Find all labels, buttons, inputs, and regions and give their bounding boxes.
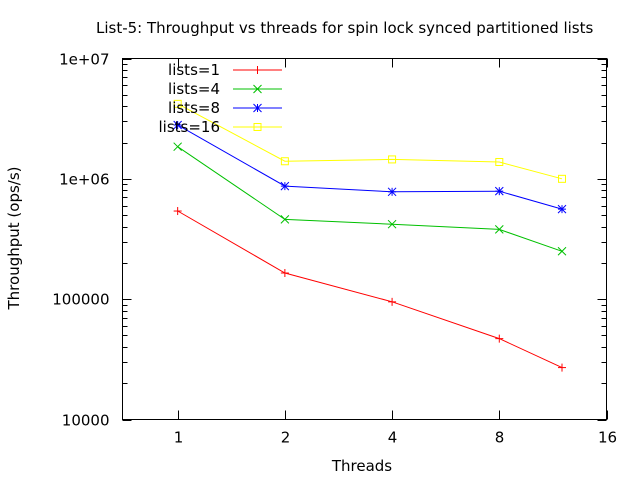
x-tick-label: 1 xyxy=(174,429,184,447)
data-point xyxy=(173,142,183,152)
series-line-lists-4 xyxy=(177,146,563,252)
x-axis-label: Threads xyxy=(331,457,392,475)
data-point xyxy=(387,187,397,197)
data-point xyxy=(557,204,567,214)
legend-label: lists=8 xyxy=(168,99,220,117)
y-tick-label: 10000 xyxy=(62,412,110,430)
legend-label: lists=16 xyxy=(158,118,220,136)
data-point xyxy=(557,246,567,256)
series-line-lists-1 xyxy=(177,210,563,369)
data-point xyxy=(173,120,183,130)
plot-frame xyxy=(122,58,607,420)
data-point xyxy=(173,99,182,108)
data-point xyxy=(494,225,504,234)
axis-ticks: 1 2 4 8 16 10000 100000 1e+06 1e+07 xyxy=(52,51,617,447)
series-layer xyxy=(173,99,567,372)
legend-entry: lists=1 xyxy=(168,61,282,79)
x-tick-label: 2 xyxy=(281,429,291,447)
data-point xyxy=(495,334,504,343)
data-point xyxy=(388,297,397,306)
y-tick-label: 1e+07 xyxy=(59,51,109,69)
legend-marker xyxy=(253,84,262,94)
data-point xyxy=(280,268,289,277)
legend-marker xyxy=(253,103,262,113)
data-point xyxy=(388,155,397,164)
y-tick-label: 1e+06 xyxy=(59,171,109,189)
x-tick-label: 8 xyxy=(495,429,505,447)
data-point xyxy=(558,174,567,183)
y-tick-label: 100000 xyxy=(52,291,109,309)
legend-entry: lists=16 xyxy=(158,118,282,136)
y-axis-label: Throughput (ops/s) xyxy=(5,167,23,311)
legend-label: lists=1 xyxy=(168,61,220,79)
legend-marker xyxy=(253,66,262,74)
data-point xyxy=(173,207,182,216)
data-point xyxy=(387,219,397,229)
data-point xyxy=(558,363,567,372)
data-point xyxy=(280,181,290,191)
data-point xyxy=(494,186,504,196)
data-point xyxy=(280,215,290,224)
legend-marker xyxy=(253,123,262,131)
series-line-lists-8 xyxy=(177,124,563,210)
series-line-lists-16 xyxy=(177,103,563,180)
x-tick-label: 16 xyxy=(598,429,617,447)
chart-title: List-5: Throughput vs threads for spin l… xyxy=(96,19,593,37)
legend-entry: lists=4 xyxy=(168,80,282,98)
legend-entry: lists=8 xyxy=(168,99,282,117)
data-point xyxy=(495,158,504,167)
x-tick-label: 4 xyxy=(388,429,398,447)
data-point xyxy=(280,157,289,166)
legend-label: lists=4 xyxy=(168,80,220,98)
